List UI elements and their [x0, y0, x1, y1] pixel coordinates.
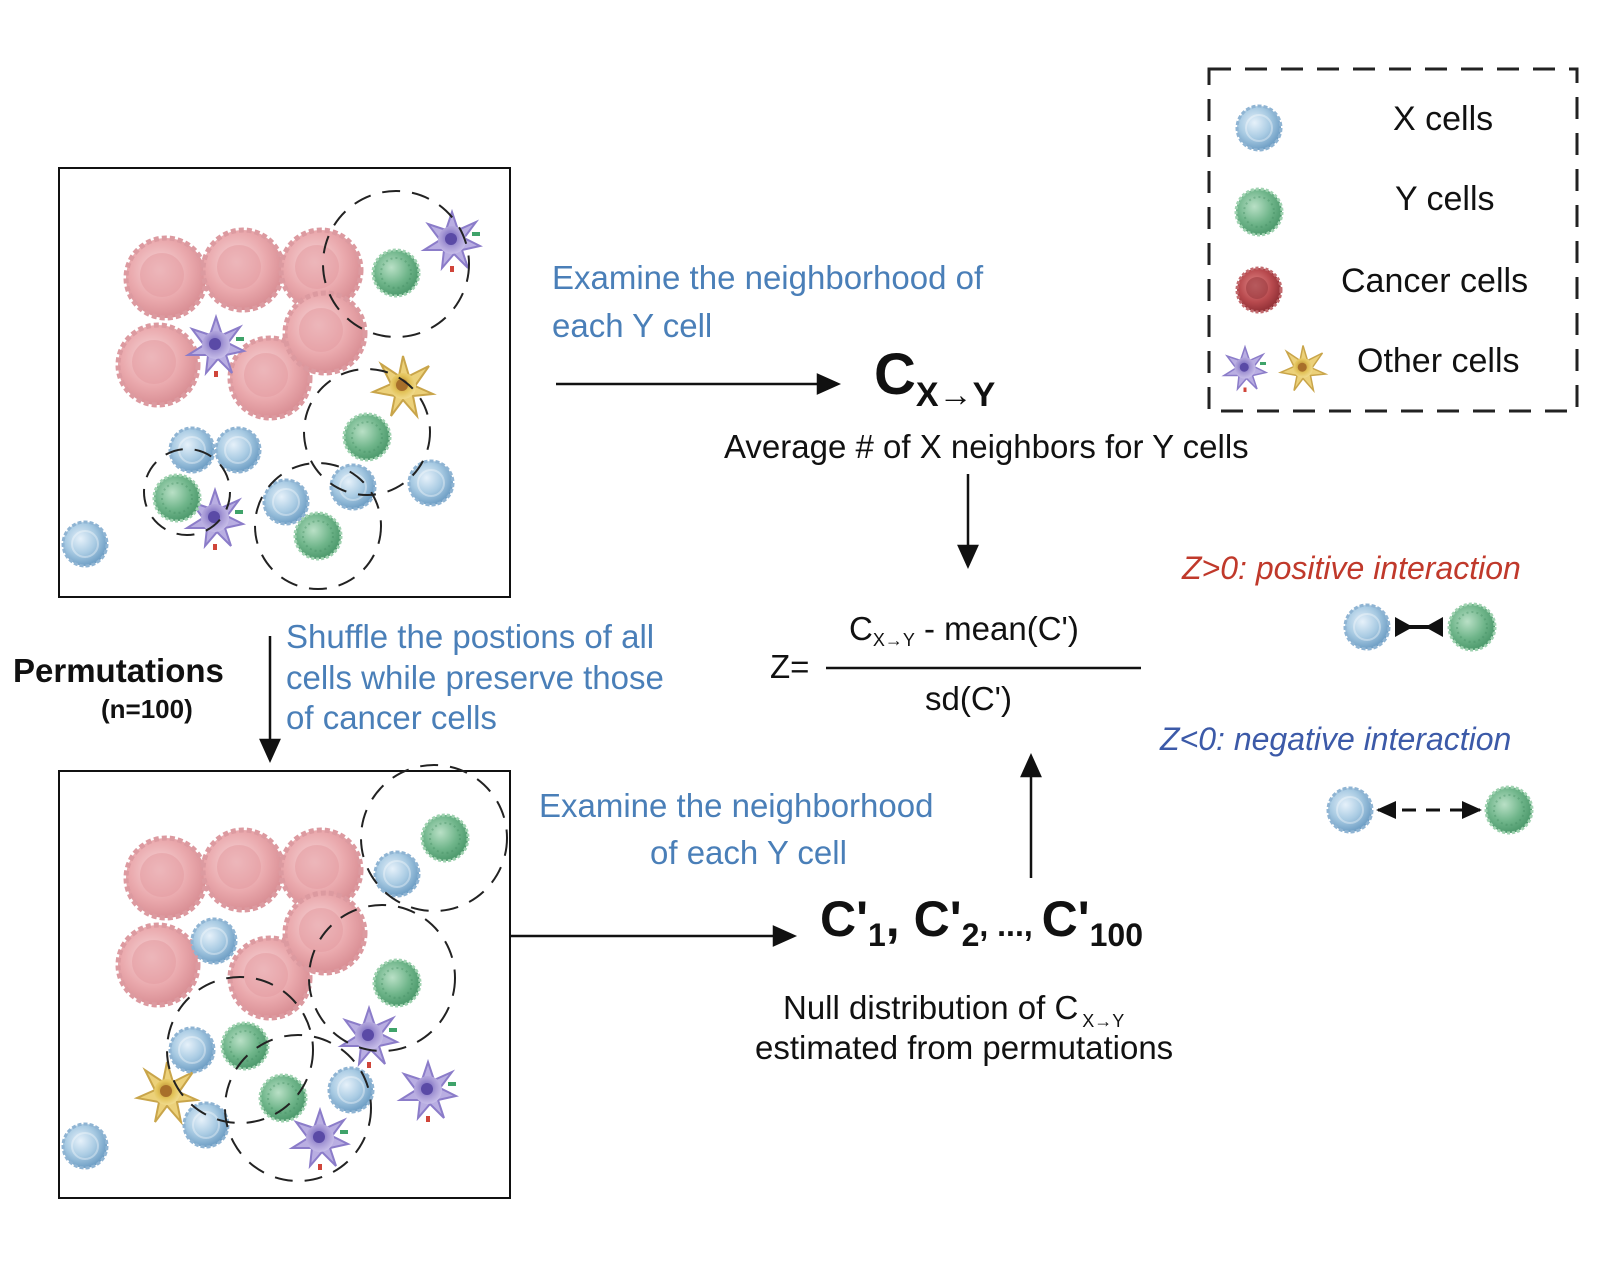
permutation-text-line1: Shuffle the postions of all	[286, 618, 655, 655]
negative-interaction-label: Z<0: negative interaction	[1160, 721, 1512, 757]
permutation-text-line3: of cancer cells	[286, 699, 497, 736]
legend-cancer-cell-icon	[1235, 266, 1283, 314]
legend-other-purple-icon	[1223, 346, 1267, 393]
null-dots: , ...,	[979, 907, 1042, 943]
null-s2: 2	[961, 917, 980, 953]
x-cell	[327, 1066, 375, 1114]
null-caption-sub: X→Y	[1082, 1011, 1125, 1031]
x-cell	[190, 917, 238, 965]
null-s3: 100	[1089, 917, 1143, 953]
neighborhood-circles	[166, 764, 508, 1182]
x-cell	[262, 478, 310, 526]
y-cell	[372, 958, 422, 1008]
other-cell	[423, 211, 481, 273]
cxy-sub: X→Y	[915, 376, 996, 414]
legend-y-cell-icon	[1234, 187, 1284, 237]
cxy-symbol: CX→Y	[874, 341, 995, 414]
x-cell	[61, 1122, 109, 1170]
step1-text-line1: Examine the neighborhood of	[552, 259, 984, 296]
legend-other-yellow-icon	[1279, 344, 1327, 392]
neighborhood-circles	[143, 190, 470, 590]
y-cell	[258, 1073, 308, 1123]
step2-text-line2: of each Y cell	[650, 834, 847, 871]
permutations-count: (n=100)	[101, 694, 193, 724]
step2-text-line1: Examine the neighborhood	[539, 787, 934, 824]
y-cell	[420, 813, 470, 863]
permutations-title: Permutations	[13, 652, 224, 689]
cxy-caption: Average # of X neighbors for Y cells	[724, 428, 1249, 465]
legend-box	[1207, 67, 1579, 413]
positive-interaction-label: Z>0: positive interaction	[1182, 550, 1521, 586]
formula-num-c: C	[849, 610, 873, 647]
y-cell	[342, 412, 392, 462]
formula-denominator: sd(C')	[925, 680, 1012, 717]
cancer-cell	[126, 238, 206, 318]
null-c2: , C'	[885, 891, 962, 947]
permuted-tissue-panel	[58, 764, 511, 1199]
permutation-text-line2: cells while preserve those	[286, 659, 664, 696]
other-cell	[291, 1109, 349, 1171]
y-cell	[152, 473, 202, 523]
x-cell	[182, 1101, 230, 1149]
null-caption-line2: estimated from permutations	[755, 1029, 1174, 1066]
legend-y-cells-label: Y cells	[1395, 180, 1495, 218]
formula-num-rest: - mean(C')	[914, 610, 1079, 647]
cancer-cell	[203, 830, 283, 910]
null-caption-line1: Null distribution of C X→Y	[783, 988, 1124, 1033]
cancer-cell	[126, 838, 206, 918]
y-cell	[293, 511, 343, 561]
cxy-main: C	[874, 342, 916, 407]
cancer-cell	[285, 293, 365, 373]
null-c3: C'	[1041, 891, 1090, 947]
legend-cancer-cells-label: Cancer cells	[1341, 262, 1529, 300]
cancer-cell	[118, 925, 198, 1005]
null-c1: C'	[820, 891, 868, 947]
null-caption-text: Null distribution of C	[783, 989, 1079, 1026]
x-cell	[407, 459, 455, 507]
other-cell	[399, 1061, 457, 1123]
step1-text-line2: each Y cell	[552, 307, 713, 344]
cancer-cell	[203, 230, 283, 310]
flow-arrows	[259, 373, 1141, 947]
formula-num-sub: X→Y	[872, 630, 915, 650]
legend-x-cells-label: X cells	[1393, 100, 1494, 138]
null-s1: 1	[868, 917, 886, 953]
other-cell	[340, 1007, 398, 1069]
formula-numerator: CX→Y - mean(C')	[849, 610, 1079, 650]
x-cell	[61, 520, 109, 568]
positive-interaction-icon	[1343, 602, 1497, 652]
negative-interaction-icon	[1326, 785, 1534, 835]
x-cell	[214, 426, 262, 474]
formula-z: Z=	[770, 648, 810, 685]
y-cell	[371, 248, 421, 298]
null-samples: C'1, C'2, ..., C'100	[820, 890, 1143, 953]
x-cell	[168, 1026, 216, 1074]
legend-other-cells-label: Other cells	[1357, 342, 1520, 380]
cancer-cell	[118, 325, 198, 405]
x-cell	[373, 850, 421, 898]
legend-x-cell-icon	[1235, 104, 1283, 152]
observed-tissue-panel	[58, 167, 511, 598]
